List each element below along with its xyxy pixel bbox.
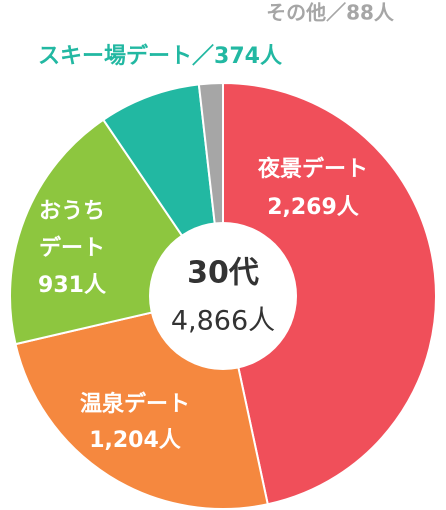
slice-label: 温泉デート (80, 391, 190, 417)
donut-hole (149, 222, 297, 370)
slice-label: 1,204人 (89, 428, 181, 453)
slice-label: 931人 (38, 273, 106, 298)
slice-label: その他／88人 (266, 1, 395, 25)
center-title: 30代 (187, 256, 259, 291)
slice-label: スキー場デート／374人 (38, 43, 282, 69)
slice-label: 2,269人 (267, 195, 359, 220)
center-total: 4,866人 (171, 306, 275, 337)
slice-label: デート (39, 235, 105, 261)
slice (222, 81, 437, 506)
slice-label: 夜景デート (257, 156, 368, 182)
slice-label: おうち (39, 199, 105, 224)
